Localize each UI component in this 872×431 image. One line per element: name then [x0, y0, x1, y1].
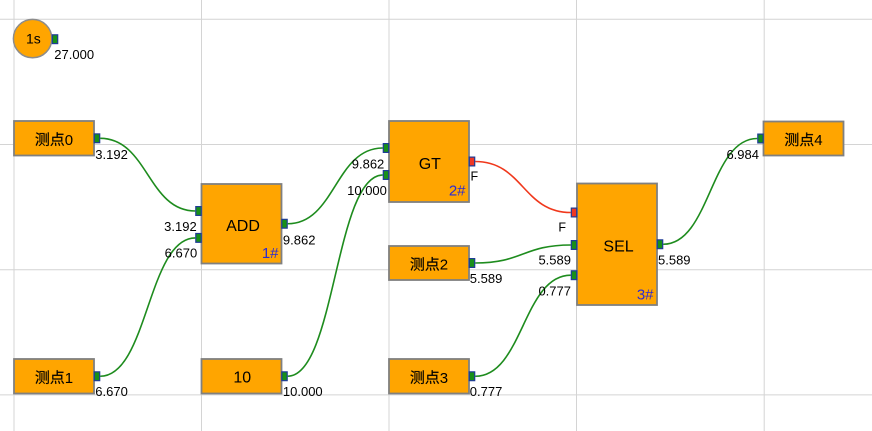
svg-text:10: 10: [233, 370, 251, 387]
svg-text:0.777: 0.777: [470, 384, 503, 399]
svg-text:0.777: 0.777: [538, 283, 571, 298]
svg-text:SEL: SEL: [603, 238, 633, 255]
svg-text:6.984: 6.984: [726, 147, 759, 162]
svg-text:2#: 2#: [449, 183, 466, 200]
svg-text:2: 2: [440, 257, 448, 274]
svg-text:F: F: [471, 170, 479, 184]
svg-text:5.589: 5.589: [658, 253, 691, 268]
svg-text:3#: 3#: [637, 287, 654, 304]
svg-text:3: 3: [440, 370, 448, 387]
svg-text:0: 0: [65, 132, 73, 149]
svg-text:1#: 1#: [262, 245, 279, 262]
svg-text:27.000: 27.000: [54, 47, 94, 62]
svg-text:1s: 1s: [26, 31, 41, 47]
svg-text:10.000: 10.000: [283, 384, 323, 399]
svg-text:5.589: 5.589: [538, 253, 571, 268]
svg-text:4: 4: [814, 132, 822, 149]
svg-text:10.000: 10.000: [347, 183, 387, 198]
svg-text:9.862: 9.862: [283, 232, 316, 247]
svg-text:6.670: 6.670: [95, 384, 128, 399]
svg-text:5.589: 5.589: [470, 271, 503, 286]
svg-text:ADD: ADD: [226, 218, 260, 235]
svg-text:3.192: 3.192: [95, 147, 128, 162]
svg-text:6.670: 6.670: [165, 246, 198, 261]
svg-text:3.192: 3.192: [164, 219, 197, 234]
svg-text:1: 1: [65, 370, 73, 387]
svg-text:F: F: [558, 221, 566, 235]
svg-text:9.862: 9.862: [352, 156, 385, 171]
svg-text:GT: GT: [419, 156, 441, 173]
